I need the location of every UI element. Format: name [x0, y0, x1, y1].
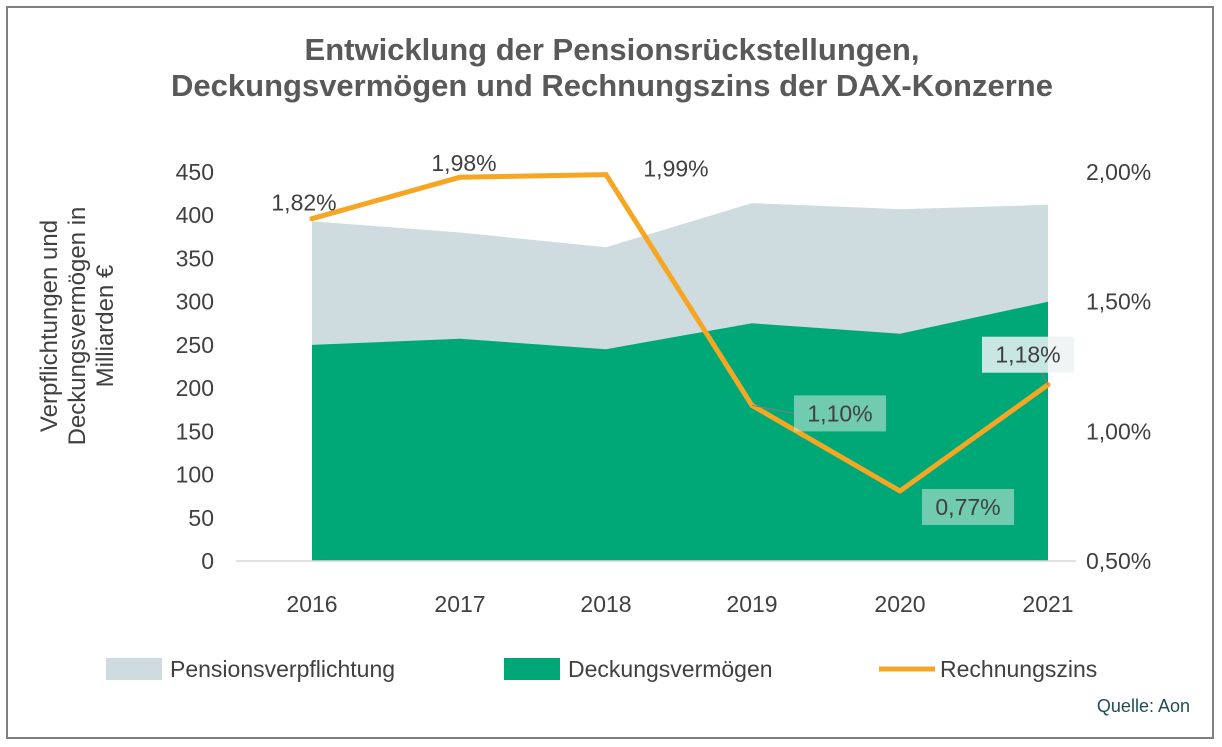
rechnungszins-point: [603, 172, 609, 178]
rechnungszins-data-label: 1,10%: [807, 400, 872, 426]
y-left-tick-label: 400: [176, 202, 214, 228]
x-tick-label: 2018: [580, 591, 631, 617]
rechnungszins-point: [309, 216, 315, 222]
y-right-tick-label: 1,50%: [1086, 289, 1151, 315]
chart-title-line-1: Entwicklung der Pensionsrückstellungen,: [305, 32, 920, 67]
y-right-tick-label: 1,00%: [1086, 418, 1151, 444]
rechnungszins-point: [457, 174, 463, 180]
y-left-tick-label: 250: [176, 332, 214, 358]
y-left-tick-label: 100: [176, 462, 214, 488]
legend-label-deckungsvermoegen: Deckungsvermögen: [568, 656, 773, 682]
y-left-tick-label: 350: [176, 245, 214, 271]
y-left-tick-label: 450: [176, 159, 214, 185]
chart-svg: Entwicklung der Pensionsrückstellungen, …: [36, 32, 1190, 716]
y-right-tick-label: 0,50%: [1086, 548, 1151, 574]
legend-label-rechnungszins: Rechnungszins: [940, 656, 1097, 682]
x-tick-label: 2021: [1022, 591, 1073, 617]
y-left-tick-label: 200: [176, 375, 214, 401]
y-axis-title-line-1: Verpflichtungen und: [36, 220, 63, 432]
rechnungszins-data-label: 1,18%: [995, 342, 1060, 368]
y-left-tick-label: 150: [176, 418, 214, 444]
y-right-tick-label: 2,00%: [1086, 159, 1151, 185]
data-label-leader: [751, 404, 795, 414]
data-label-box: [982, 336, 1074, 373]
legend-swatch-deckungsvermoegen: [504, 658, 560, 680]
x-tick-label: 2017: [434, 591, 485, 617]
chart-frame: Entwicklung der Pensionsrückstellungen, …: [6, 6, 1214, 739]
y-left-tick-label: 0: [201, 548, 214, 574]
chart-title-line-2: Deckungsvermögen und Rechnungszins der D…: [171, 68, 1053, 103]
x-tick-label: 2020: [874, 591, 925, 617]
x-tick-label: 2016: [286, 591, 337, 617]
legend: Pensionsverpflichtung Deckungsvermögen R…: [106, 656, 1097, 682]
rechnungszins-data-label: 1,82%: [271, 190, 336, 216]
rechnungszins-point: [897, 488, 903, 494]
y-left-tick-label: 50: [188, 505, 214, 531]
y-axis-title-line-3: Milliarden €: [92, 264, 119, 387]
data-label-box: [794, 395, 886, 432]
x-tick-label: 2019: [726, 591, 777, 617]
deckungsvermoegen-area: [312, 301, 1048, 561]
rechnungszins-data-label: 1,98%: [431, 150, 496, 176]
rechnungszins-data-label: 0,77%: [935, 494, 1000, 520]
data-label-box: [922, 489, 1014, 525]
rechnungszins-line: [309, 172, 1051, 494]
y-right-tick-labels: 0,50% 1,00% 1,50% 2,00%: [1086, 159, 1151, 574]
y-axis-title: Verpflichtungen und Deckungsvermögen in …: [36, 207, 119, 446]
y-left-tick-label: 300: [176, 289, 214, 315]
rechnungszins-data-label: 1,99%: [643, 156, 708, 182]
y-left-tick-labels: 0 50 100 150 200 250 300 350 400 450: [176, 159, 214, 574]
legend-swatch-pensionsverpflichtung: [106, 658, 162, 680]
data-label-layer: 1,82% 1,98% 1,99% 1,10% 0,77% 1,18%: [271, 150, 1074, 525]
legend-label-pensionsverpflichtung: Pensionsverpflichtung: [170, 656, 395, 682]
source-note: Quelle: Aon: [1097, 696, 1190, 716]
x-tick-labels: 2016 2017 2018 2019 2020 2021: [286, 591, 1073, 617]
y-axis-title-line-2: Deckungsvermögen in: [64, 207, 91, 446]
